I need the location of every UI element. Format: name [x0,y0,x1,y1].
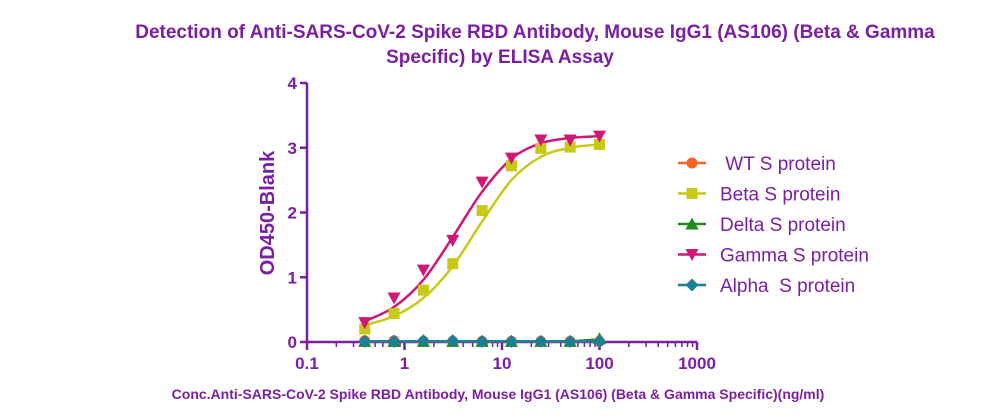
point-alpha-s-protein [475,334,489,348]
x-tick-label: 1000 [678,354,716,373]
curve-beta-s-protein [364,143,600,327]
point-alpha-s-protein [416,334,430,348]
legend-label-delta-s-protein: Delta S protein [720,215,846,236]
legend-marker-gamma-s-protein [685,249,699,261]
point-beta-s-protein [388,308,400,320]
y-axis-label: OD450-Blank [257,150,279,275]
point-beta-s-protein [505,160,517,172]
point-beta-s-protein [594,139,605,151]
legend-label-alpha-s-protein: Alpha S protein [720,276,855,297]
point-beta-s-protein [417,284,429,296]
axes: 0 1 2 3 4 0.1 1 10 100 1000 [288,74,716,373]
y-tick-label: 4 [288,74,298,93]
point-alpha-s-protein [593,334,606,348]
legend-marker-wt-s-protein [686,157,698,169]
point-beta-s-protein [447,258,459,270]
x-tick-label: 0.1 [295,354,319,373]
legend-marker-alpha-s-protein [685,278,699,292]
point-alpha-s-protein [446,334,460,348]
y-tick-label: 2 [288,204,297,223]
x-tick-label: 100 [585,354,613,373]
data-points [358,130,606,348]
point-gamma-s-protein [563,134,577,147]
point-beta-s-protein [535,142,547,154]
chart-title-line1: Detection of Anti-SARS-CoV-2 Spike RBD A… [135,22,935,43]
point-beta-s-protein [476,205,488,217]
legend-marker-beta-s-protein [686,188,698,199]
point-gamma-s-protein [534,134,548,147]
y-tick-label: 1 [288,268,297,287]
point-alpha-s-protein [504,334,518,348]
point-gamma-s-protein [475,176,489,189]
point-gamma-s-protein [358,317,372,330]
x-tick-label: 10 [493,354,512,373]
legend-label-wt-s-protein: WT S protein [720,154,836,175]
legend-label-beta-s-protein: Beta S protein [720,185,840,206]
point-alpha-s-protein [358,334,372,348]
legend-marker-delta-s-protein [685,217,699,230]
x-tick-label: 1 [400,354,409,373]
legend: WT S protein Beta S protein Delta S protei… [678,154,869,297]
y-tick-label: 3 [288,139,297,158]
y-tick-label: 0 [288,333,297,352]
point-alpha-s-protein [534,334,548,348]
point-gamma-s-protein [593,130,606,143]
point-beta-s-protein [564,141,576,153]
point-gamma-s-protein [446,234,460,247]
point-gamma-s-protein [504,152,518,165]
point-gamma-s-protein [387,292,401,305]
curve-gamma-s-protein [364,134,600,323]
point-alpha-s-protein [563,334,577,348]
point-gamma-s-protein [416,264,430,277]
chart-title-line2: Specific) by ELISA Assay [386,47,614,68]
legend-label-gamma-s-protein: Gamma S protein [720,246,869,267]
x-axis-label: Conc.Anti-SARS-CoV-2 Spike RBD Antibody,… [172,386,825,402]
fitted-curves [364,134,600,343]
point-alpha-s-protein [387,334,401,348]
